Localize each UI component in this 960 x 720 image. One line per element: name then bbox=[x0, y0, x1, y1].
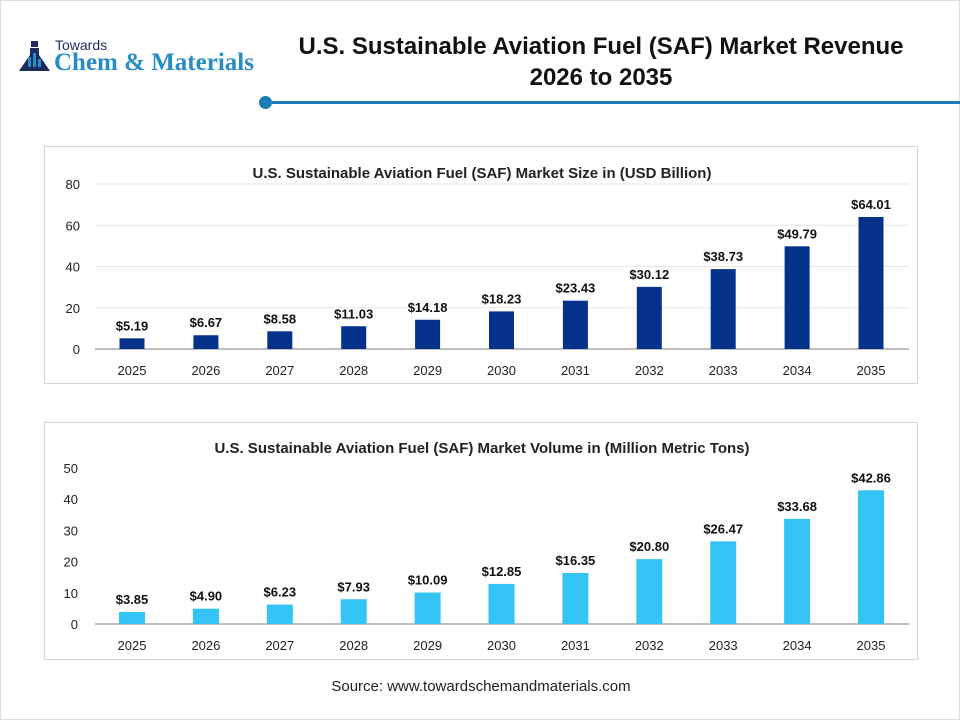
x-tick-label: 2033 bbox=[709, 638, 738, 653]
logo-top-text: Towards bbox=[55, 37, 108, 53]
y-tick-label: 80 bbox=[66, 177, 80, 192]
x-tick-label: 2033 bbox=[709, 363, 738, 378]
title-line-1: U.S. Sustainable Aviation Fuel (SAF) Mar… bbox=[298, 33, 904, 60]
accent-rule bbox=[272, 101, 960, 104]
bar bbox=[562, 572, 589, 624]
bar bbox=[119, 611, 145, 624]
revenue-chart: U.S. Sustainable Aviation Fuel (SAF) Mar… bbox=[66, 165, 909, 378]
x-tick-label: 2032 bbox=[635, 638, 664, 653]
bar bbox=[489, 311, 514, 349]
y-tick-label: 50 bbox=[64, 461, 78, 476]
data-label: $6.67 bbox=[190, 315, 223, 330]
x-tick-label: 2027 bbox=[265, 638, 294, 653]
data-label: $10.09 bbox=[408, 573, 448, 588]
bar bbox=[636, 286, 662, 349]
bar bbox=[119, 338, 145, 349]
data-label: $8.58 bbox=[264, 311, 297, 326]
volume-chart-panel: U.S. Sustainable Aviation Fuel (SAF) Mar… bbox=[44, 422, 918, 660]
y-tick-label: 0 bbox=[71, 617, 78, 632]
y-tick-label: 20 bbox=[64, 555, 78, 570]
chart-title: U.S. Sustainable Aviation Fuel (SAF) Mar… bbox=[253, 165, 712, 182]
data-label: $12.85 bbox=[482, 564, 522, 579]
data-label: $3.85 bbox=[116, 592, 149, 607]
x-tick-label: 2029 bbox=[413, 363, 442, 378]
chart-title: U.S. Sustainable Aviation Fuel (SAF) Mar… bbox=[214, 440, 749, 457]
bar bbox=[414, 592, 441, 624]
bar bbox=[267, 331, 293, 349]
bar bbox=[488, 583, 515, 624]
flask-icon bbox=[19, 41, 50, 71]
revenue-chart-panel: U.S. Sustainable Aviation Fuel (SAF) Mar… bbox=[44, 146, 918, 384]
source-text: Source: www.towardschemandmaterials.com bbox=[331, 678, 631, 695]
data-label: $16.35 bbox=[556, 553, 596, 568]
data-label: $64.01 bbox=[851, 197, 891, 212]
x-tick-label: 2028 bbox=[339, 363, 368, 378]
data-label: $23.43 bbox=[556, 281, 596, 296]
logo-main-text: Chem & Materials bbox=[54, 49, 254, 76]
bar bbox=[266, 604, 293, 624]
bar bbox=[710, 269, 736, 349]
x-tick-label: 2025 bbox=[118, 638, 147, 653]
data-label: $26.47 bbox=[703, 521, 743, 536]
bar bbox=[784, 518, 811, 624]
volume-chart: U.S. Sustainable Aviation Fuel (SAF) Mar… bbox=[64, 440, 909, 653]
bar bbox=[710, 541, 737, 624]
y-tick-label: 40 bbox=[66, 260, 80, 275]
x-tick-label: 2030 bbox=[487, 363, 516, 378]
y-tick-label: 20 bbox=[66, 301, 80, 316]
x-tick-label: 2026 bbox=[191, 638, 220, 653]
title-line-2: 2026 to 2035 bbox=[529, 64, 673, 91]
x-tick-label: 2025 bbox=[118, 363, 147, 378]
accent-dot bbox=[259, 96, 272, 109]
x-tick-label: 2031 bbox=[561, 363, 590, 378]
x-tick-label: 2028 bbox=[339, 638, 368, 653]
logo: Towards Chem & Materials bbox=[18, 37, 268, 77]
data-label: $38.73 bbox=[703, 249, 743, 264]
x-tick-label: 2026 bbox=[191, 363, 220, 378]
x-tick-label: 2032 bbox=[635, 363, 664, 378]
page-title: U.S. Sustainable Aviation Fuel (SAF) Mar… bbox=[271, 31, 931, 93]
data-label: $11.03 bbox=[334, 306, 373, 321]
bar bbox=[193, 335, 219, 349]
bar bbox=[341, 326, 367, 349]
data-label: $20.80 bbox=[629, 539, 669, 554]
x-tick-label: 2034 bbox=[783, 363, 812, 378]
x-tick-label: 2029 bbox=[413, 638, 442, 653]
data-label: $4.90 bbox=[190, 589, 223, 604]
data-label: $18.23 bbox=[482, 291, 522, 306]
data-label: $30.12 bbox=[629, 267, 669, 282]
bar bbox=[858, 490, 884, 624]
x-tick-label: 2030 bbox=[487, 638, 516, 653]
y-tick-label: 30 bbox=[64, 523, 78, 538]
y-tick-label: 10 bbox=[64, 586, 78, 601]
x-tick-label: 2035 bbox=[857, 363, 886, 378]
bar bbox=[636, 559, 663, 624]
data-label: $33.68 bbox=[777, 499, 817, 514]
bar bbox=[340, 599, 367, 624]
data-label: $5.19 bbox=[116, 318, 149, 333]
y-tick-label: 0 bbox=[73, 342, 80, 357]
bar bbox=[415, 319, 441, 349]
data-label: $7.93 bbox=[337, 579, 370, 594]
x-tick-label: 2035 bbox=[857, 638, 886, 653]
bar bbox=[192, 608, 219, 624]
data-label: $42.86 bbox=[851, 470, 891, 485]
y-tick-label: 60 bbox=[66, 218, 80, 233]
y-tick-label: 40 bbox=[64, 492, 78, 507]
x-tick-label: 2027 bbox=[265, 363, 294, 378]
bar bbox=[784, 246, 810, 349]
x-tick-label: 2034 bbox=[783, 638, 812, 653]
data-label: $14.18 bbox=[408, 300, 448, 315]
bar bbox=[858, 216, 884, 349]
data-label: $49.79 bbox=[777, 226, 817, 241]
bar bbox=[562, 300, 588, 349]
data-label: $6.23 bbox=[264, 585, 297, 600]
x-tick-label: 2031 bbox=[561, 638, 590, 653]
